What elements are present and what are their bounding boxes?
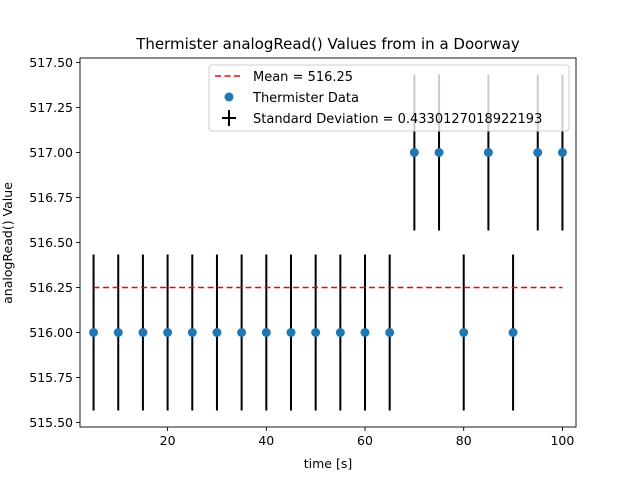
data-point	[508, 328, 518, 337]
legend-dot-icon	[224, 92, 234, 102]
data-point	[335, 328, 345, 337]
legend-label: Standard Deviation = 0.4330127018922193	[253, 112, 542, 127]
y-tick-label: 516.25	[29, 280, 73, 295]
data-point	[533, 148, 543, 157]
y-tick-label: 517.25	[29, 100, 73, 115]
legend-label: Thermister Data	[252, 91, 359, 106]
data-point	[286, 328, 296, 337]
y-tick-label: 516.00	[29, 325, 73, 340]
chart-title: Thermister analogRead() Values from in a…	[135, 35, 520, 53]
data-point	[459, 328, 469, 337]
axes: 20 40 60 80 100 515.50 515.75 516.00 516.25 516.5…	[29, 55, 577, 448]
data-point	[311, 328, 321, 337]
x-tick-label: 40	[258, 433, 274, 448]
y-axis-label: analogRead() Value	[0, 182, 15, 304]
data-point	[409, 148, 419, 157]
data-point	[187, 328, 197, 337]
data-point	[261, 328, 271, 337]
data-point	[212, 328, 222, 337]
x-tick-label: 20	[160, 433, 176, 448]
data-point	[138, 328, 148, 337]
y-tick-label: 516.75	[29, 190, 73, 205]
data-point	[89, 328, 99, 337]
data-point	[385, 328, 395, 337]
x-axis-label: time [s]	[304, 456, 352, 471]
y-tick-label: 515.50	[29, 415, 73, 430]
legend-box	[208, 64, 570, 132]
data-point	[113, 328, 123, 337]
x-tick-label: 80	[456, 433, 472, 448]
y-tick-label: 517.00	[29, 145, 73, 160]
x-tick-label: 100	[550, 433, 574, 448]
x-tick-label: 60	[357, 433, 373, 448]
y-tick-label: 516.50	[29, 235, 73, 250]
data-point	[483, 148, 493, 157]
data-point	[434, 148, 444, 157]
data-point	[360, 328, 370, 337]
y-tick-label: 515.75	[29, 370, 73, 385]
data-point	[163, 328, 173, 337]
legend-label: Mean = 516.25	[253, 70, 353, 85]
data-point	[557, 148, 567, 157]
y-tick-label: 517.50	[29, 55, 73, 70]
data-point	[237, 328, 247, 337]
legend: Mean = 516.25 Thermister Data Standard Dev…	[208, 64, 570, 132]
